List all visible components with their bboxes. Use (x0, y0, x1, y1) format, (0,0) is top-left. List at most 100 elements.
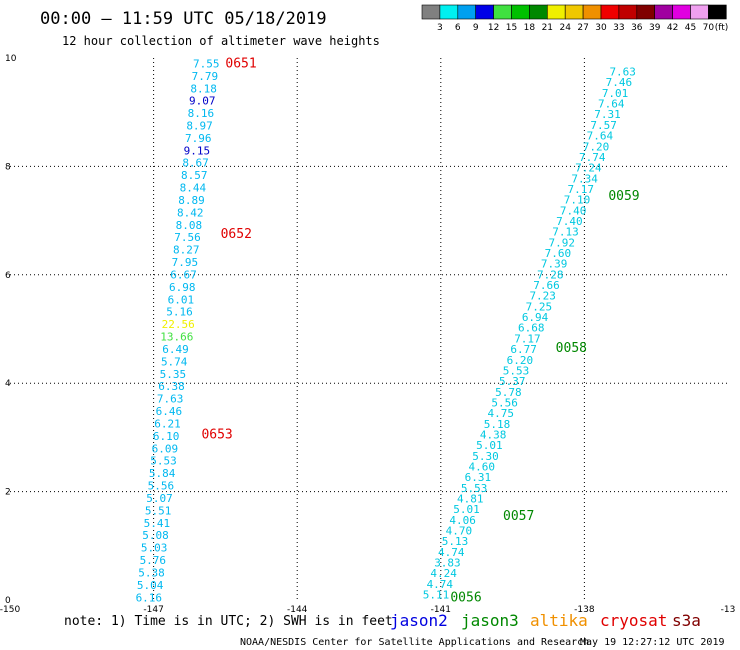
colorbar-label: 18 (524, 23, 536, 33)
data-label: 5.11 (423, 589, 450, 602)
data-label: 8.44 (180, 182, 207, 195)
colorbar-swatch (564, 4, 584, 20)
data-label: 4.70 (446, 525, 473, 538)
data-label: 6.31 (465, 471, 492, 484)
data-label: 7.20 (583, 140, 610, 153)
data-label: 7.64 (587, 130, 614, 143)
y-tick-label: 2 (5, 488, 11, 498)
data-label: 4.24 (430, 567, 457, 580)
data-label: 5.74 (161, 355, 188, 368)
data-label: 5.18 (484, 418, 511, 431)
footer-note: note: 1) Time is in UTC; 2) SWH is in fe… (64, 614, 393, 629)
colorbar: 3 6 9 12 15 18 21 24 27 30 33 36 39 42 45 70 (ft) (421, 4, 728, 33)
data-label: 5.78 (495, 386, 522, 399)
colorbar-swatch (654, 4, 673, 20)
data-label: 4.06 (449, 514, 476, 527)
colorbar-label: 24 (559, 23, 571, 33)
data-label: 5.01 (453, 503, 480, 516)
data-label: 4.75 (488, 407, 515, 420)
data-label: 7.55 (193, 57, 220, 70)
data-label: 7.56 (174, 231, 201, 244)
data-label: 5.76 (140, 554, 167, 567)
data-label: 5.16 (166, 306, 193, 319)
data-label: 13.66 (160, 331, 193, 344)
data-label: 7.92 (548, 236, 575, 249)
data-label: 8.08 (176, 219, 203, 232)
colorbar-label: 39 (649, 23, 661, 33)
data-label: 7.46 (606, 76, 633, 89)
data-label: 7.39 (541, 258, 568, 271)
data-label: 8.27 (173, 244, 200, 257)
data-label: 5.04 (137, 579, 164, 592)
data-label: 6.09 (152, 442, 179, 455)
colorbar-label: 9 (473, 23, 479, 33)
data-label: 8.97 (186, 119, 213, 132)
data-label: 7.17 (514, 332, 541, 345)
data-label: 8.57 (181, 169, 208, 182)
y-tick-label: 6 (5, 271, 11, 281)
data-label: 5.13 (442, 535, 469, 548)
time-label: 0056 (450, 590, 481, 605)
axis-ticks: -150 -147 -144 -141 -138 -13 0 2 4 6 8 10 (0, 54, 735, 615)
colorbar-label: 45 (685, 23, 696, 33)
colorbar-label: 70 (703, 23, 715, 33)
data-label: 7.13 (552, 226, 579, 239)
data-label: 4.74 (427, 578, 454, 591)
time-label: 0057 (503, 509, 534, 524)
data-label: 6.67 (170, 268, 197, 281)
data-label: 8.67 (182, 157, 209, 170)
data-label: 5.08 (142, 529, 169, 542)
data-label: 6.38 (158, 380, 185, 393)
satellite-altika: altika (530, 611, 588, 630)
colorbar-swatch (439, 4, 459, 20)
data-label: 5.38 (138, 566, 165, 579)
data-label: 7.63 (157, 393, 184, 406)
data-label: 9.15 (184, 144, 211, 157)
colorbar-swatch (546, 4, 566, 20)
data-label: 5.30 (472, 450, 499, 463)
data-label: 6.01 (168, 293, 195, 306)
data-label: 7.63 (609, 66, 636, 79)
satellite-jason2: jason2 (390, 611, 448, 630)
y-tick-label: 8 (5, 162, 11, 172)
colorbar-label: 33 (613, 23, 624, 33)
colorbar-swatch (708, 4, 727, 20)
time-label: 0652 (221, 227, 252, 242)
data-label: 4.74 (438, 546, 465, 559)
colorbar-swatch (421, 4, 441, 20)
data-label: 5.41 (144, 517, 171, 530)
time-label: 0059 (608, 189, 639, 204)
y-tick-label: 4 (5, 379, 11, 389)
x-tick-label: -138 (574, 605, 595, 615)
data-label: 7.66 (533, 279, 560, 292)
y-tick-label: 0 (5, 596, 11, 606)
data-label: 4.38 (480, 428, 507, 441)
data-label: 9.07 (189, 95, 216, 108)
data-label: 7.57 (590, 119, 617, 132)
data-label: 5.03 (141, 542, 168, 555)
colorbar-swatch (582, 4, 602, 20)
chart-title: 00:00 – 11:59 UTC 05/18/2019 (40, 9, 327, 29)
colorbar-label: 15 (506, 23, 517, 33)
data-label: 6.21 (154, 417, 181, 430)
colorbar-swatch (475, 4, 494, 20)
data-label: 7.10 (564, 194, 591, 207)
x-tick-label: -150 (0, 605, 20, 615)
data-label: 6.16 (136, 591, 163, 604)
data-label: 4.81 (457, 493, 484, 506)
colorbar-swatch (672, 4, 691, 20)
footer-timestamp: May 19 12:27:12 UTC 2019 (580, 637, 725, 648)
colorbar-swatch (511, 4, 530, 20)
colorbar-label: 6 (455, 23, 461, 33)
data-label: 7.25 (526, 300, 553, 313)
colorbar-label: 21 (542, 23, 553, 33)
data-label: 5.53 (503, 364, 530, 377)
time-label: 0651 (225, 56, 256, 71)
data-label: 7.64 (598, 98, 625, 111)
data-label: 7.60 (545, 247, 572, 260)
data-label: 6.68 (518, 322, 545, 335)
data-label: 4.60 (468, 460, 495, 473)
data-label: 5.84 (149, 467, 176, 480)
data-label: 5.51 (145, 504, 172, 517)
